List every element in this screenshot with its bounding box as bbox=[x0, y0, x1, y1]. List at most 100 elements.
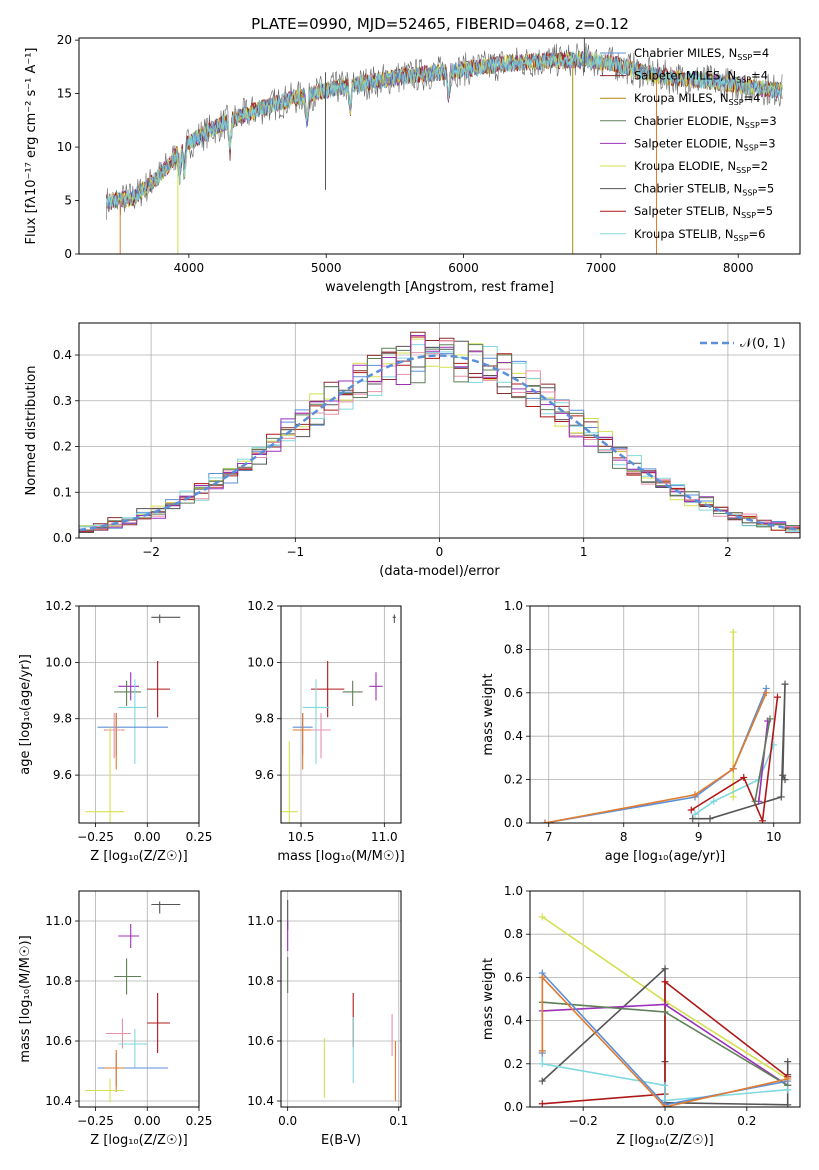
y-tick-label: 0.1 bbox=[53, 485, 72, 499]
error-bar-point bbox=[369, 672, 383, 701]
mass-vs-metallicity-panel: −0.25 0.00 0.25 10.4 10.6 10.8 11.0 Z [log₁₀(Z/… bbox=[18, 890, 212, 1148]
axes-frame bbox=[78, 37, 801, 255]
weight-marker bbox=[784, 1086, 792, 1094]
y-axis-label: age [log₁₀(age/yr)] bbox=[18, 654, 33, 775]
weight-marker bbox=[661, 1081, 669, 1089]
axes-frame bbox=[529, 605, 801, 824]
x-tick-label: −1 bbox=[286, 545, 304, 559]
y-tick-label: 0.8 bbox=[504, 642, 523, 656]
y-tick-label: 10 bbox=[57, 140, 72, 154]
error-bar-point bbox=[151, 901, 181, 914]
legend-label: Salpeter STELIB, NSSP=5 bbox=[634, 204, 773, 220]
weight-marker bbox=[538, 1100, 546, 1107]
weight-marker bbox=[691, 791, 699, 799]
error-bar-point bbox=[85, 727, 125, 823]
weight-vs-metallicity-panel: −0.2 0.0 0.2 0.0 0.2 0.4 0.6 0.8 1.0 Z [log₁₀(Z/Z… bbox=[481, 884, 801, 1148]
y-tick-label: 9.6 bbox=[255, 768, 274, 782]
y-tick-label: 0.3 bbox=[53, 394, 72, 408]
axes-frame bbox=[78, 890, 200, 1108]
y-tick-label: 9.8 bbox=[255, 712, 274, 726]
x-tick-label: 0.00 bbox=[134, 830, 161, 844]
x-axis-label: age [log₁₀(age/yr)] bbox=[605, 849, 726, 864]
x-tick-label: 10.5 bbox=[288, 830, 315, 844]
error-bar-point bbox=[302, 679, 330, 764]
y-axis-label: mass weight bbox=[481, 958, 496, 1040]
x-axis-label: Z [log₁₀(Z/Z☉)] bbox=[90, 1133, 187, 1148]
y-tick-label: 10.4 bbox=[45, 1094, 72, 1108]
weight-marker bbox=[781, 680, 789, 688]
weight-marker bbox=[729, 765, 737, 773]
weight-series-line bbox=[541, 975, 788, 1107]
x-tick-label: 7000 bbox=[586, 261, 617, 275]
y-tick-label: 10.4 bbox=[247, 1094, 274, 1108]
x-tick-label: 6000 bbox=[448, 261, 479, 275]
error-bar-point bbox=[147, 993, 171, 1053]
weight-marker bbox=[661, 1103, 669, 1107]
histogram-step bbox=[79, 344, 800, 538]
y-tick-label: 1.0 bbox=[504, 884, 523, 898]
legend-label: Kroupa ELODIE, NSSP=2 bbox=[634, 159, 768, 175]
axes-frame bbox=[529, 890, 801, 1108]
error-bar-point bbox=[103, 1050, 125, 1092]
error-bar-point bbox=[311, 713, 331, 759]
y-tick-label: 0.0 bbox=[504, 816, 523, 830]
weight-marker bbox=[779, 771, 787, 779]
weight-marker bbox=[762, 689, 770, 697]
y-tick-label: 10.6 bbox=[45, 1034, 72, 1048]
spectrum-panel: 4000 5000 6000 7000 8000 0 5 10 15 20 wavelength [… bbox=[24, 33, 801, 295]
y-tick-label: 15 bbox=[57, 87, 72, 101]
weight-marker bbox=[538, 973, 546, 981]
weight-marker bbox=[710, 797, 718, 805]
weight-marker bbox=[661, 965, 669, 973]
weight-marker bbox=[661, 978, 669, 986]
figure-title: PLATE=0990, MJD=52465, FIBERID=0468, z=0… bbox=[251, 15, 629, 33]
legend-label: Kroupa STELIB, NSSP=6 bbox=[634, 227, 765, 243]
x-tick-label: −0.25 bbox=[77, 830, 114, 844]
error-bar-point bbox=[342, 680, 363, 707]
y-tick-label: 0.4 bbox=[53, 348, 72, 362]
spectrum-series-line bbox=[106, 50, 783, 210]
x-axis-label: Z [log₁₀(Z/Z☉)] bbox=[90, 849, 187, 864]
weight-marker bbox=[689, 815, 697, 823]
y-axis-label: mass weight bbox=[481, 673, 496, 755]
weight-marker bbox=[706, 815, 714, 823]
y-tick-label: 0.6 bbox=[504, 970, 523, 984]
error-bar-point bbox=[85, 1078, 125, 1103]
weight-series-line bbox=[544, 688, 768, 823]
legend-label: Chabrier STELIB, NSSP=5 bbox=[634, 182, 774, 198]
axes-frame bbox=[280, 890, 402, 1108]
y-tick-label: 10.2 bbox=[247, 599, 274, 613]
weight-vs-age-panel: 7 8 9 10 0.0 0.2 0.4 0.6 0.8 1.0 age [log₁₀(age/yr… bbox=[481, 599, 801, 864]
weight-marker bbox=[766, 715, 774, 723]
y-tick-label: 0.6 bbox=[504, 686, 523, 700]
y-tick-label: 10.2 bbox=[45, 599, 72, 613]
weight-marker bbox=[661, 1008, 669, 1016]
weight-marker bbox=[661, 1000, 669, 1008]
weight-series-line bbox=[544, 692, 768, 823]
error-bar-point bbox=[114, 958, 142, 995]
y-tick-label: 11.0 bbox=[45, 914, 72, 928]
x-tick-label: 10 bbox=[766, 830, 781, 844]
error-bar-point bbox=[292, 713, 313, 770]
error-bar-point bbox=[114, 680, 142, 707]
weight-marker bbox=[729, 793, 737, 801]
weight-marker bbox=[759, 817, 766, 823]
y-tick-label: 0.2 bbox=[504, 1057, 523, 1071]
x-tick-label: −0.2 bbox=[569, 1114, 598, 1128]
x-tick-label: 8 bbox=[620, 830, 628, 844]
y-tick-label: 0.0 bbox=[53, 531, 72, 545]
weight-marker bbox=[777, 793, 785, 801]
weight-marker bbox=[751, 797, 759, 805]
y-tick-label: 10.6 bbox=[247, 1034, 274, 1048]
x-tick-label: 0.25 bbox=[186, 830, 213, 844]
y-tick-label: 0.8 bbox=[504, 927, 523, 941]
error-bar-point bbox=[147, 660, 171, 718]
legend-label: Kroupa MILES, NSSP=4 bbox=[634, 91, 760, 107]
weight-series-line bbox=[690, 697, 779, 823]
x-tick-label: 0 bbox=[436, 545, 444, 559]
legend-label: Chabrier MILES, NSSP=4 bbox=[634, 46, 769, 62]
legend-label: Salpeter MILES, NSSP=4 bbox=[634, 69, 768, 85]
weight-series-line bbox=[542, 980, 789, 1105]
y-tick-label: 0 bbox=[64, 247, 72, 261]
error-bar-point bbox=[97, 713, 168, 756]
